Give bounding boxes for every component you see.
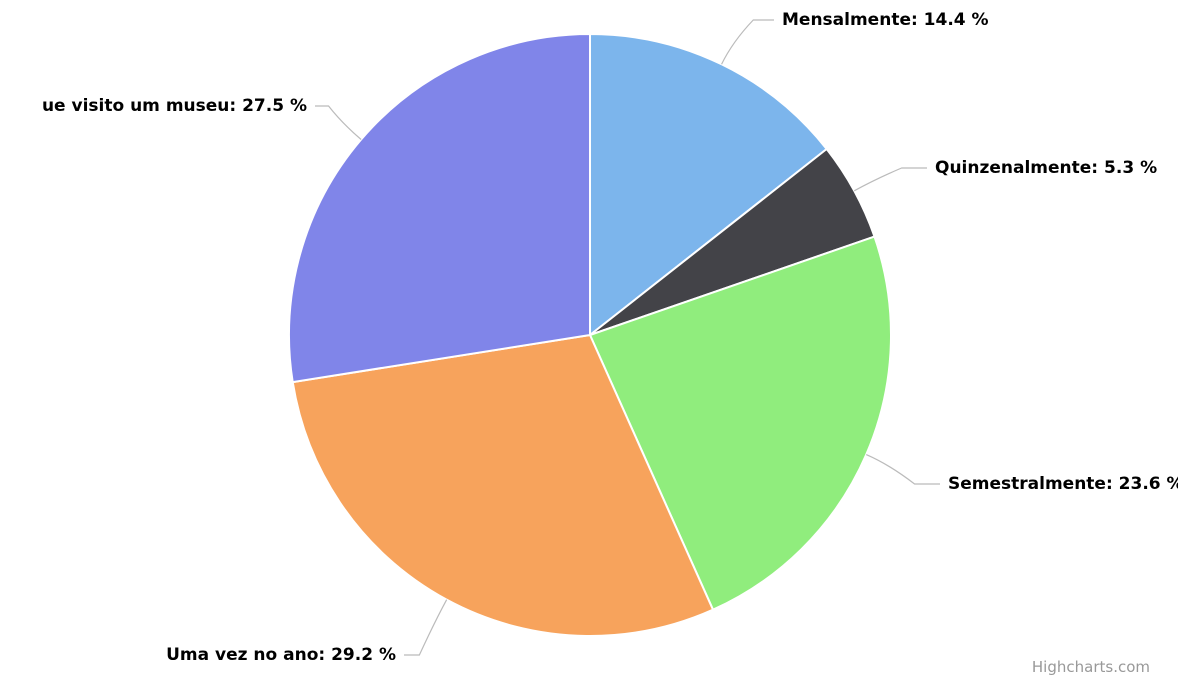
data-label: Quinzenalmente: 5.3 % [935,158,1157,178]
connector [853,167,927,192]
connector [404,599,448,656]
data-label: Uma vez no ano: 29.2 % [166,645,396,665]
credits[interactable]: Highcharts.com [1032,658,1150,676]
pie-slice [588,235,892,612]
data-label: Mensalmente: 14.4 % [782,10,989,30]
pie-slice [291,333,715,637]
data-label: ue visito um museu: 27.5 % [42,96,307,116]
pie-slice [589,32,829,338]
connector [721,19,774,65]
data-label: Semestralmente: 23.6 % [948,474,1178,494]
connector [866,453,940,485]
connector [315,105,362,140]
pie-slice [288,32,591,384]
